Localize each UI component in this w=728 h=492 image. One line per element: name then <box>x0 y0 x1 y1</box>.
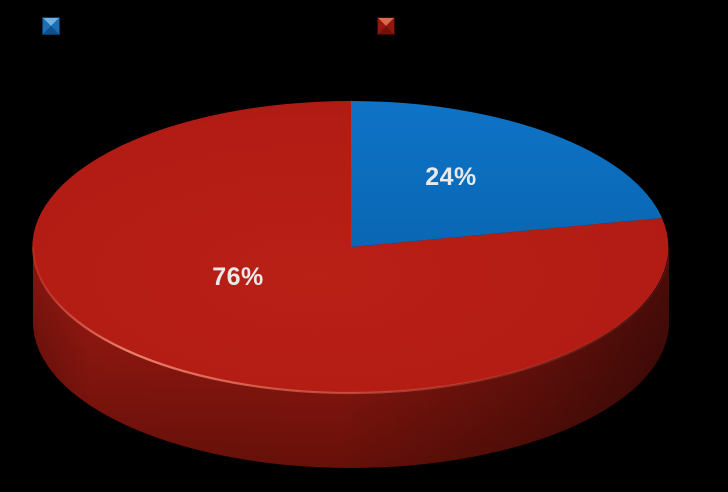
slice-label-red: 76% <box>212 263 264 291</box>
pie-front-rim-highlight <box>31 246 671 395</box>
legend-marker-red-icon <box>377 17 395 35</box>
slice-label-blue: 24% <box>425 163 477 191</box>
legend-marker-blue-icon <box>42 17 60 35</box>
pie-slice-blue-24 <box>351 101 662 247</box>
legend-item-red <box>377 17 403 35</box>
pie-slice-red-76 <box>32 100 669 393</box>
legend-item-blue <box>42 17 68 35</box>
pie-side-shading <box>33 247 669 468</box>
